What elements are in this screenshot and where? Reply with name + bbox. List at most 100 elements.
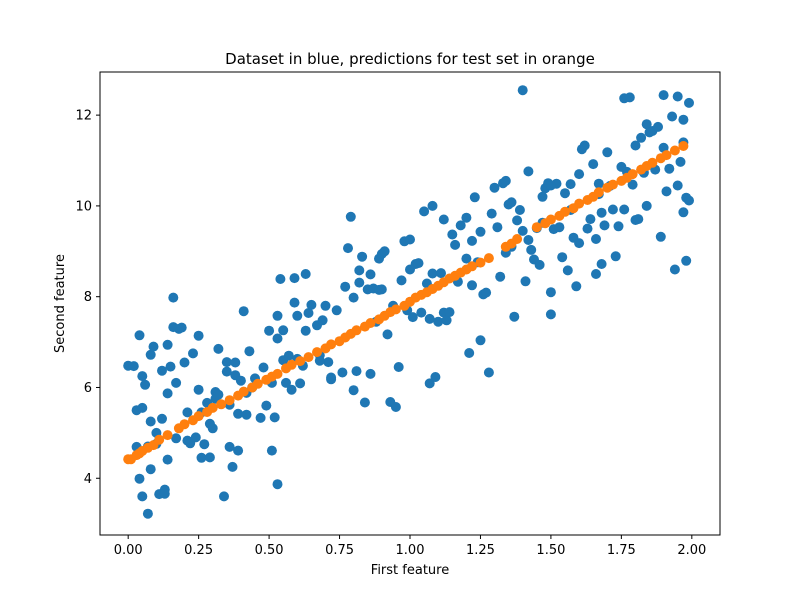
y-tick-label: 8 <box>84 290 92 305</box>
dataset-point-97 <box>323 357 334 368</box>
dataset-point-119 <box>376 284 387 295</box>
x-tick-label: 0.25 <box>184 543 213 558</box>
prediction-point-14 <box>207 402 218 413</box>
dataset-point-215 <box>602 147 613 158</box>
dataset-point-206 <box>582 223 593 234</box>
y-axis-label: Second feature <box>53 254 68 353</box>
dataset-point-87 <box>295 378 306 389</box>
dataset-point-243 <box>669 264 680 275</box>
dataset-point-29 <box>171 377 182 388</box>
x-tick-label: 1.75 <box>607 543 636 558</box>
y-tick-label: 10 <box>75 199 92 214</box>
prediction-point-59 <box>531 222 542 233</box>
dataset-point-238 <box>658 90 669 101</box>
prediction-point-63 <box>560 206 570 217</box>
dataset-point-154 <box>464 348 475 358</box>
dataset-point-162 <box>481 287 492 298</box>
dataset-point-9 <box>140 379 151 390</box>
x-tick-label: 0.50 <box>255 543 284 558</box>
dataset-point-70 <box>258 362 269 373</box>
dataset-point-99 <box>326 374 337 385</box>
dataset-point-100 <box>331 305 342 316</box>
dataset-point-6 <box>137 371 148 382</box>
prediction-point-15 <box>216 399 227 410</box>
dataset-point-125 <box>390 402 401 412</box>
dataset-point-73 <box>266 445 277 456</box>
x-tick-label: 0.75 <box>325 543 354 558</box>
dataset-point-63 <box>238 306 249 317</box>
dataset-point-256 <box>405 264 415 275</box>
dataset-point-182 <box>526 244 537 255</box>
dataset-point-60 <box>233 445 244 456</box>
dataset-point-213 <box>596 259 607 269</box>
dataset-point-175 <box>512 215 523 226</box>
prediction-point-55 <box>483 253 494 264</box>
dataset-point-224 <box>624 92 635 103</box>
dataset-point-25 <box>162 454 173 465</box>
dataset-point-106 <box>348 385 359 396</box>
dataset-point-169 <box>500 175 511 186</box>
dataset-point-69 <box>255 412 266 423</box>
dataset-point-236 <box>653 121 663 132</box>
dataset-point-54 <box>221 366 232 377</box>
dataset-point-163 <box>483 367 494 378</box>
dataset-point-246 <box>675 156 686 167</box>
dataset-point-51 <box>213 389 224 400</box>
y-tick-label: 4 <box>84 472 92 487</box>
dataset-point-207 <box>585 214 596 225</box>
dataset-point-62 <box>235 375 246 386</box>
dataset-point-177 <box>517 85 528 96</box>
prediction-point-54 <box>475 257 486 268</box>
prediction-point-70 <box>607 179 618 190</box>
dataset-point-194 <box>554 222 565 233</box>
dataset-point-96 <box>320 300 331 311</box>
dataset-point-11 <box>142 508 153 519</box>
dataset-point-52 <box>219 491 229 502</box>
dataset-point-53 <box>221 357 232 368</box>
dataset-point-1 <box>128 361 139 372</box>
dataset-point-107 <box>351 366 362 377</box>
dataset-point-176 <box>514 205 525 215</box>
dataset-point-237 <box>655 231 666 242</box>
prediction-point-78 <box>661 150 672 161</box>
dataset-point-26 <box>165 361 176 372</box>
dataset-point-80 <box>281 377 291 388</box>
dataset-point-77 <box>272 333 283 344</box>
dataset-point-231 <box>641 119 652 130</box>
dataset-point-103 <box>343 243 353 254</box>
dataset-point-40 <box>193 384 204 395</box>
dataset-point-240 <box>661 186 672 197</box>
dataset-point-209 <box>591 269 601 279</box>
dataset-point-153 <box>461 253 472 264</box>
dataset-point-173 <box>506 197 517 208</box>
dataset-point-57 <box>227 461 238 472</box>
dataset-point-105 <box>348 292 359 303</box>
dataset-point-91 <box>303 308 314 318</box>
dataset-point-84 <box>289 297 300 308</box>
dataset-point-5 <box>134 473 145 484</box>
dataset-point-249 <box>681 255 692 266</box>
dataset-point-90 <box>300 325 311 336</box>
dataset-point-7 <box>137 402 148 413</box>
dataset-point-101 <box>337 367 348 378</box>
dataset-point-196 <box>560 188 570 199</box>
dataset-point-228 <box>633 214 644 225</box>
dataset-point-47 <box>207 423 218 434</box>
x-tick-label: 1.00 <box>396 543 425 558</box>
prediction-point-53 <box>467 261 477 272</box>
dataset-point-58 <box>230 357 241 368</box>
dataset-point-217 <box>607 204 618 215</box>
dataset-point-166 <box>492 222 503 233</box>
dataset-point-19 <box>157 365 167 376</box>
x-axis-label: First feature <box>371 563 449 578</box>
dataset-point-95 <box>317 315 328 326</box>
dataset-point-130 <box>405 234 415 245</box>
dataset-point-199 <box>565 179 576 190</box>
dataset-point-71 <box>261 400 272 411</box>
dataset-point-219 <box>613 221 624 232</box>
dataset-point-85 <box>292 310 303 321</box>
dataset-point-66 <box>244 346 255 357</box>
dataset-point-46 <box>204 452 215 463</box>
dataset-point-202 <box>574 169 585 180</box>
dataset-point-92 <box>306 299 317 310</box>
